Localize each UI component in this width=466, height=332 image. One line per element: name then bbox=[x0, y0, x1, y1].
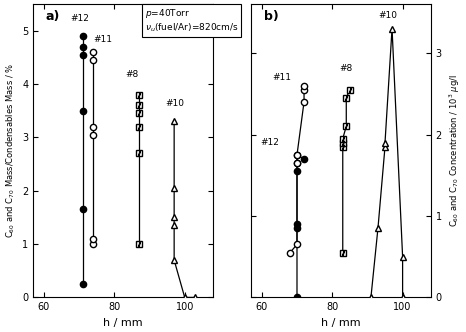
Text: $p$=40Torr
$\nu_{u}$(fuel/Ar)=820cm/s: $p$=40Torr $\nu_{u}$(fuel/Ar)=820cm/s bbox=[144, 7, 239, 35]
Y-axis label: C$_{60}$ and C$_{70}$ Concentration / 10$^{3}$ $\mu$g/l: C$_{60}$ and C$_{70}$ Concentration / 10… bbox=[447, 74, 462, 227]
Y-axis label: C$_{60}$ and C$_{70}$ Mass/Condensables Mass / %: C$_{60}$ and C$_{70}$ Mass/Condensables … bbox=[4, 63, 17, 238]
Text: #10: #10 bbox=[378, 12, 397, 21]
Text: #8: #8 bbox=[125, 70, 138, 79]
Text: #12: #12 bbox=[70, 14, 89, 23]
Text: #12: #12 bbox=[260, 138, 279, 147]
X-axis label: h / mm: h / mm bbox=[321, 318, 361, 328]
Text: #10: #10 bbox=[165, 99, 185, 108]
Text: #11: #11 bbox=[93, 35, 112, 44]
Text: #8: #8 bbox=[339, 64, 352, 73]
Text: b): b) bbox=[264, 10, 279, 23]
X-axis label: h / mm: h / mm bbox=[103, 318, 143, 328]
Text: #11: #11 bbox=[272, 73, 291, 82]
Text: a): a) bbox=[46, 10, 60, 23]
